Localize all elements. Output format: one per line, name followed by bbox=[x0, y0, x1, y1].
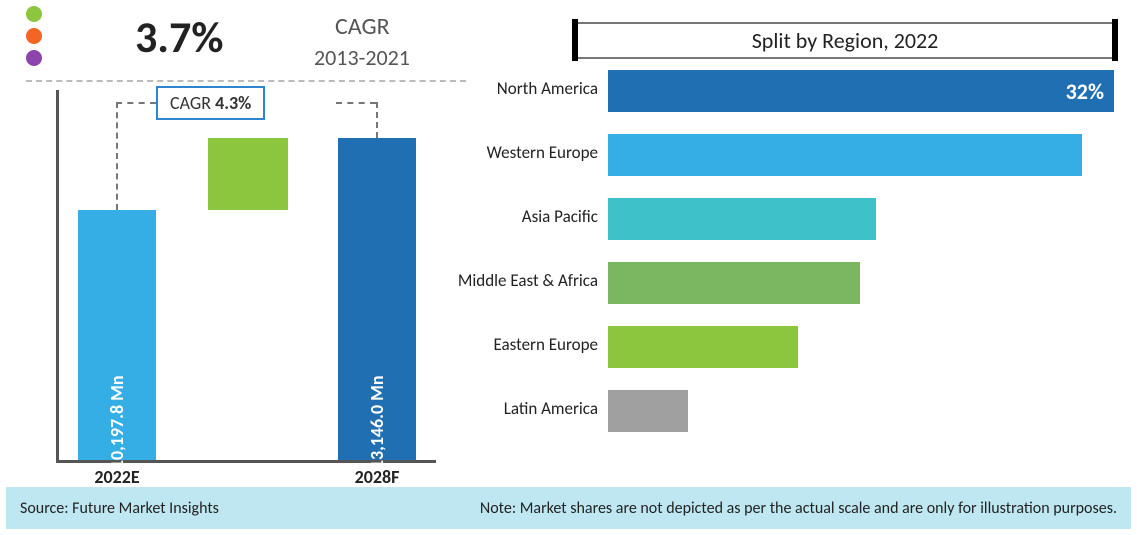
infographic-root: 3.7% CAGR 2013-2021 CAGR 4.3% US$ 10,197… bbox=[0, 0, 1137, 535]
region-chart: North America32% Western Europe Asia Pacif… bbox=[478, 68, 1118, 452]
region-row: North America32% bbox=[478, 68, 1118, 124]
legend-dots bbox=[26, 6, 42, 72]
growth-block bbox=[208, 138, 288, 210]
region-bar bbox=[608, 198, 876, 240]
forecast-bar-chart: CAGR 4.3% US$ 10,197.8 Mn 2022E US$ 13,146… bbox=[56, 90, 476, 490]
region-bar: 32% bbox=[608, 70, 1114, 112]
footer-note: Note: Market shares are not depicted as … bbox=[480, 499, 1117, 518]
region-row: Eastern Europe bbox=[478, 324, 1118, 380]
footer-source: Source: Future Market Insights bbox=[20, 499, 219, 518]
y-axis bbox=[56, 90, 59, 460]
connector-left bbox=[116, 102, 118, 210]
region-label: Eastern Europe bbox=[448, 334, 598, 355]
bar-tick-label: 2022E bbox=[94, 466, 139, 488]
cagr-period: 2013-2021 bbox=[314, 44, 410, 71]
region-bar bbox=[608, 134, 1082, 176]
cagr-badge-value: 4.3% bbox=[215, 92, 251, 114]
region-label: Latin America bbox=[448, 398, 598, 419]
legend-dot bbox=[26, 28, 42, 44]
footer-bar: Source: Future Market Insights Note: Mar… bbox=[6, 487, 1131, 529]
connector-top-right bbox=[336, 102, 376, 104]
connector-top-left bbox=[116, 102, 156, 104]
region-bar bbox=[608, 390, 688, 432]
forecast-bar: US$ 10,197.8 Mn bbox=[78, 210, 156, 460]
region-row: Latin America bbox=[478, 388, 1118, 444]
region-bar bbox=[608, 262, 860, 304]
region-label: Asia Pacific bbox=[448, 206, 598, 227]
region-row: Western Europe bbox=[478, 132, 1118, 188]
region-label: Western Europe bbox=[448, 142, 598, 163]
cagr-badge: CAGR 4.3% bbox=[156, 86, 265, 120]
legend-dot bbox=[26, 50, 42, 66]
legend-dot bbox=[26, 6, 42, 22]
forecast-bar: US$ 13,146.0 Mn bbox=[338, 138, 416, 460]
region-row: Asia Pacific bbox=[478, 196, 1118, 252]
cagr-badge-prefix: CAGR bbox=[170, 92, 215, 114]
region-bar bbox=[608, 326, 798, 368]
bar-tick-label: 2028F bbox=[355, 466, 400, 488]
region-chart-title: Split by Region, 2022 bbox=[575, 22, 1115, 59]
region-label: Middle East & Africa bbox=[448, 270, 598, 291]
connector-right bbox=[376, 102, 378, 138]
cagr-label: CAGR bbox=[335, 12, 390, 41]
region-label: North America bbox=[448, 78, 598, 99]
dashed-separator bbox=[26, 80, 466, 82]
cagr-value: 3.7% bbox=[135, 10, 223, 64]
region-row: Middle East & Africa bbox=[478, 260, 1118, 316]
